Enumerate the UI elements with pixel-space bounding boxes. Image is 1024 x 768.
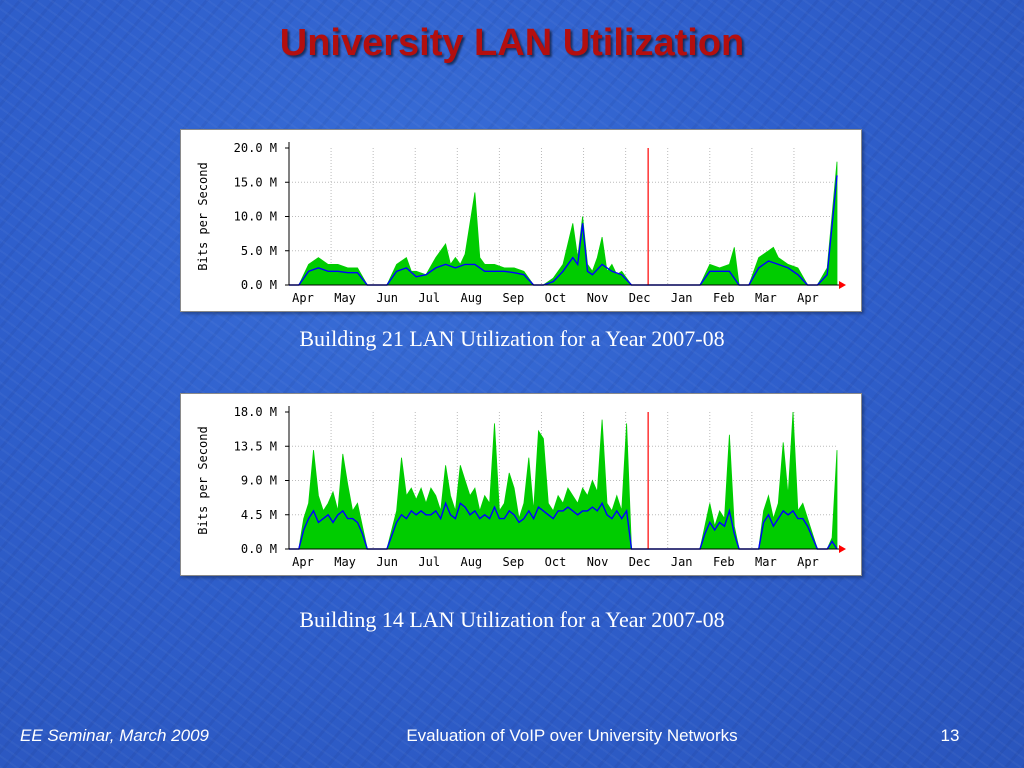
caption-building-21: Building 21 LAN Utilization for a Year 2… [299, 326, 725, 351]
y-tick-label: 18.0 M [234, 405, 277, 419]
x-tick-label: Dec [629, 555, 651, 569]
x-tick-label: Apr [797, 291, 819, 305]
x-axis-arrow-icon [839, 545, 846, 553]
chart-building-21-svg: 20.0 M 15.0 M 10.0 M 5.0 M 0.0 M Apr May Jun Jul… [196, 141, 846, 305]
footer-talk-title: Evaluation of VoIP over University Netwo… [406, 726, 738, 745]
y-tick-label: 9.0 M [241, 474, 277, 488]
x-tick-label: May [334, 291, 356, 305]
x-tick-label: Nov [587, 291, 609, 305]
x-tick-label: Oct [545, 555, 567, 569]
y-axis-title: Bits per Second [196, 162, 210, 270]
x-tick-label: Dec [629, 291, 651, 305]
x-tick-label: Jun [376, 555, 398, 569]
x-tick-label: Jun [376, 291, 398, 305]
y-tick-label: 0.0 M [241, 278, 277, 292]
chart-building-14-svg: 18.0 M 13.5 M 9.0 M 4.5 M 0.0 M Apr May Jun Jul A… [196, 405, 846, 569]
chart-building-21: 20.0 M 15.0 M 10.0 M 5.0 M 0.0 M Apr May Jun Jul… [180, 129, 862, 312]
y-tick-label: 0.0 M [241, 542, 277, 556]
x-tick-label: Mar [755, 291, 777, 305]
x-tick-label: Jul [418, 291, 440, 305]
slide-title: University LAN Utilization [279, 22, 745, 64]
x-tick-label: Apr [797, 555, 819, 569]
x-tick-label: Apr [292, 291, 314, 305]
x-tick-label: Aug [460, 291, 482, 305]
x-tick-label: Jan [671, 291, 693, 305]
footer-page-number: 13 [940, 726, 960, 745]
x-tick-label: Jul [418, 555, 440, 569]
x-tick-label: Mar [755, 555, 777, 569]
caption-building-14: Building 14 LAN Utilization for a Year 2… [299, 607, 725, 632]
x-tick-label: Jan [671, 555, 693, 569]
y-tick-label: 15.0 M [234, 175, 277, 189]
y-tick-label: 20.0 M [234, 141, 277, 155]
x-tick-label: Sep [503, 555, 525, 569]
x-tick-label: Feb [713, 555, 735, 569]
x-tick-label: Apr [292, 555, 314, 569]
x-tick-label: May [334, 555, 356, 569]
x-tick-label: Oct [545, 291, 567, 305]
x-axis-arrow-icon [839, 281, 846, 289]
x-tick-label: Aug [460, 555, 482, 569]
y-tick-label: 5.0 M [241, 244, 277, 258]
x-tick-label: Nov [587, 555, 609, 569]
footer-seminar: EE Seminar, March 2009 [20, 726, 209, 745]
y-tick-label: 4.5 M [241, 508, 277, 522]
x-tick-label: Sep [503, 291, 525, 305]
y-axis-title: Bits per Second [196, 426, 210, 534]
series-inbound-area [289, 161, 838, 286]
y-tick-label: 13.5 M [234, 439, 277, 453]
chart-building-14: 18.0 M 13.5 M 9.0 M 4.5 M 0.0 M Apr May Jun Jul A… [180, 393, 862, 576]
x-tick-label: Feb [713, 291, 735, 305]
y-tick-label: 10.0 M [234, 210, 277, 224]
